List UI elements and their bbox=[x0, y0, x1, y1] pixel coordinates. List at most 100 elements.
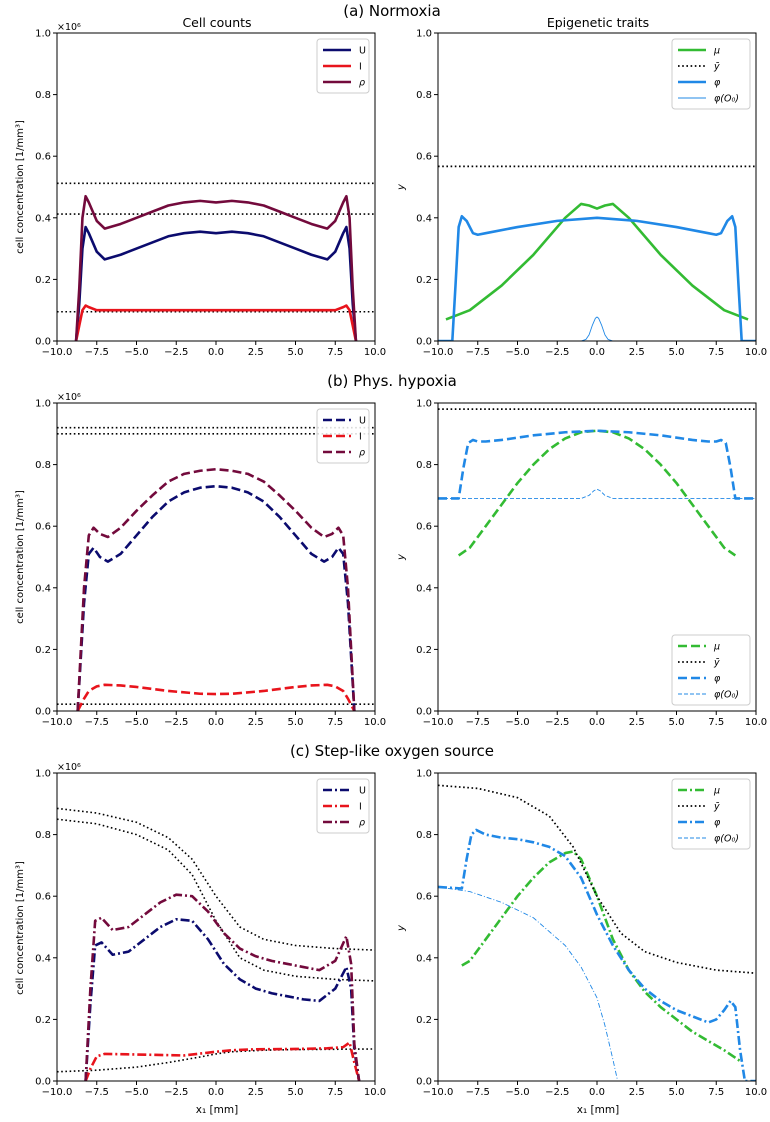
legend-label-U: U bbox=[359, 786, 366, 797]
row-title-a: (a) Normoxia bbox=[343, 2, 441, 20]
y-tick-label: 0.4 bbox=[35, 213, 51, 224]
x-tick-label: 2.5 bbox=[629, 1087, 645, 1098]
y-tick-label: 0.6 bbox=[416, 152, 432, 163]
y-tick-label: 1.0 bbox=[416, 29, 432, 40]
series-line-ρ bbox=[84, 893, 361, 1081]
legend-label-μ: μ bbox=[713, 642, 720, 653]
legend-label-φ: φ bbox=[714, 674, 721, 685]
x-tick-label: −10.0 bbox=[423, 1087, 454, 1098]
y-tick-label: 0.8 bbox=[416, 830, 432, 841]
y-tick-label: 1.0 bbox=[35, 29, 51, 40]
y-tick-label: 0.0 bbox=[416, 707, 432, 718]
x-tick-label: −10.0 bbox=[42, 1087, 73, 1098]
y-tick-label: 0.2 bbox=[35, 275, 51, 286]
x-tick-label: 0.0 bbox=[208, 1087, 224, 1098]
y-tick-label: 0.8 bbox=[35, 90, 51, 101]
x-tick-label: 10.0 bbox=[364, 717, 386, 728]
legend: μȳφ φ(O₀) bbox=[671, 778, 751, 850]
series-line-U bbox=[74, 225, 358, 341]
x-tick-label: 0.0 bbox=[589, 347, 605, 358]
x-tick-label: 10.0 bbox=[364, 1087, 386, 1098]
x-tick-label: 5.0 bbox=[288, 717, 304, 728]
x-tick-label: −2.5 bbox=[545, 347, 569, 358]
y-tick-label: 0.2 bbox=[416, 275, 432, 286]
panel-a-right: −10.0 −7.5 −5.0 −2.5 0.0 2.5 5.0 7.5 10.0 0.0 0.2 0… bbox=[416, 29, 767, 359]
y-tick-label: 1.0 bbox=[416, 399, 432, 410]
plot-area-b-right bbox=[438, 408, 756, 557]
series-line-I bbox=[74, 304, 358, 341]
x-tick-label: −2.5 bbox=[164, 347, 188, 358]
x-tick-label: 5.0 bbox=[669, 1087, 685, 1098]
y-tick-label: 0.0 bbox=[35, 707, 51, 718]
legend-label-φ(O₀): φ(O₀) bbox=[714, 690, 739, 701]
y-tick-label: 0.2 bbox=[35, 1015, 51, 1026]
legend: UIρ bbox=[316, 408, 370, 464]
y-tick-label: 1.0 bbox=[35, 399, 51, 410]
x-tick-label: −7.5 bbox=[466, 717, 490, 728]
y-tick-label: 0.8 bbox=[35, 460, 51, 471]
x-tick-label: −7.5 bbox=[466, 347, 490, 358]
x-tick-label: 5.0 bbox=[288, 347, 304, 358]
legend-box bbox=[671, 634, 751, 706]
y-multiplier: ×10⁶ bbox=[57, 392, 81, 403]
series-line-φ(O₀) bbox=[580, 316, 614, 341]
y-tick-label: 0.4 bbox=[416, 213, 432, 224]
x-tick-label: 7.5 bbox=[708, 717, 724, 728]
y-tick-label: 0.0 bbox=[35, 337, 51, 348]
series-line-φ bbox=[438, 828, 756, 1081]
plot-area-a-right bbox=[438, 165, 756, 341]
x-tick-label: 5.0 bbox=[669, 717, 685, 728]
x-tick-label: 0.0 bbox=[208, 347, 224, 358]
legend: μȳφ φ(O₀) bbox=[671, 38, 751, 110]
x-tick-label: 2.5 bbox=[629, 347, 645, 358]
y-tick-label: 0.6 bbox=[35, 522, 51, 533]
plot-area-a-left bbox=[57, 182, 375, 341]
legend-label-I: I bbox=[359, 432, 362, 443]
panel-b-right: −10.0 −7.5 −5.0 −2.5 0.0 2.5 5.0 7.5 10.0 0.0 0.2 0… bbox=[416, 399, 767, 729]
x-tick-label: −10.0 bbox=[423, 347, 454, 358]
x-tick-label: −7.5 bbox=[466, 1087, 490, 1098]
plot-area-c-left bbox=[57, 807, 375, 1081]
xlabel-right: x₁ [mm] bbox=[577, 1104, 619, 1116]
plot-area-c-right bbox=[438, 784, 756, 1081]
panel-c-right: −10.0 −7.5 −5.0 −2.5 0.0 2.5 5.0 7.5 10.0 0.0 0.2 0… bbox=[416, 769, 767, 1099]
row-title-b: (b) Phys. hypoxia bbox=[327, 372, 457, 390]
x-tick-label: −5.0 bbox=[124, 347, 148, 358]
y-tick-label: 0.0 bbox=[416, 1077, 432, 1088]
legend-label-I: I bbox=[359, 62, 362, 73]
x-tick-label: 5.0 bbox=[669, 347, 685, 358]
x-tick-label: −7.5 bbox=[85, 347, 109, 358]
legend-label-φ(O₀): φ(O₀) bbox=[714, 94, 739, 105]
x-tick-label: −2.5 bbox=[545, 1087, 569, 1098]
left-ylabel-b: cell concentration [1/mm³] bbox=[15, 490, 26, 624]
legend-label-ȳ: ȳ bbox=[713, 658, 720, 669]
x-tick-label: −5.0 bbox=[505, 347, 529, 358]
y-tick-label: 1.0 bbox=[416, 769, 432, 780]
left-ylabel-c: cell concentration [1/mm³] bbox=[15, 861, 26, 995]
x-tick-label: −7.5 bbox=[85, 717, 109, 728]
legend-label-φ(O₀): φ(O₀) bbox=[714, 834, 739, 845]
right-ylabel-c: y bbox=[396, 924, 407, 932]
x-tick-label: −2.5 bbox=[545, 717, 569, 728]
legend-label-U: U bbox=[359, 416, 366, 427]
series-line-ȳ bbox=[438, 784, 756, 975]
legend-label-φ: φ bbox=[714, 818, 721, 829]
x-tick-label: 10.0 bbox=[745, 347, 767, 358]
legend-label-φ: φ bbox=[714, 78, 721, 89]
x-tick-label: −10.0 bbox=[423, 717, 454, 728]
left-ylabel-a: cell concentration [1/mm³] bbox=[15, 120, 26, 254]
x-tick-label: 5.0 bbox=[288, 1087, 304, 1098]
y-tick-label: 0.6 bbox=[416, 892, 432, 903]
right-ylabel-b: y bbox=[396, 553, 407, 561]
y-tick-label: 0.6 bbox=[35, 152, 51, 163]
y-multiplier: ×10⁶ bbox=[57, 22, 81, 33]
row-title-c: (c) Step-like oxygen source bbox=[290, 742, 494, 760]
series-line-U bbox=[76, 484, 356, 711]
x-tick-label: 10.0 bbox=[745, 717, 767, 728]
panel-a-left: −10.0 −7.5 −5.0 −2.5 0.0 2.5 5.0 7.5 10.0 0.0 0.2 0… bbox=[35, 22, 386, 358]
legend-label-μ: μ bbox=[713, 46, 720, 57]
x-tick-label: 0.0 bbox=[208, 717, 224, 728]
legend: μȳφ φ(O₀) bbox=[671, 634, 751, 706]
col-title-right: Epigenetic traits bbox=[547, 15, 649, 30]
legend-label-ρ: ρ bbox=[359, 818, 365, 829]
